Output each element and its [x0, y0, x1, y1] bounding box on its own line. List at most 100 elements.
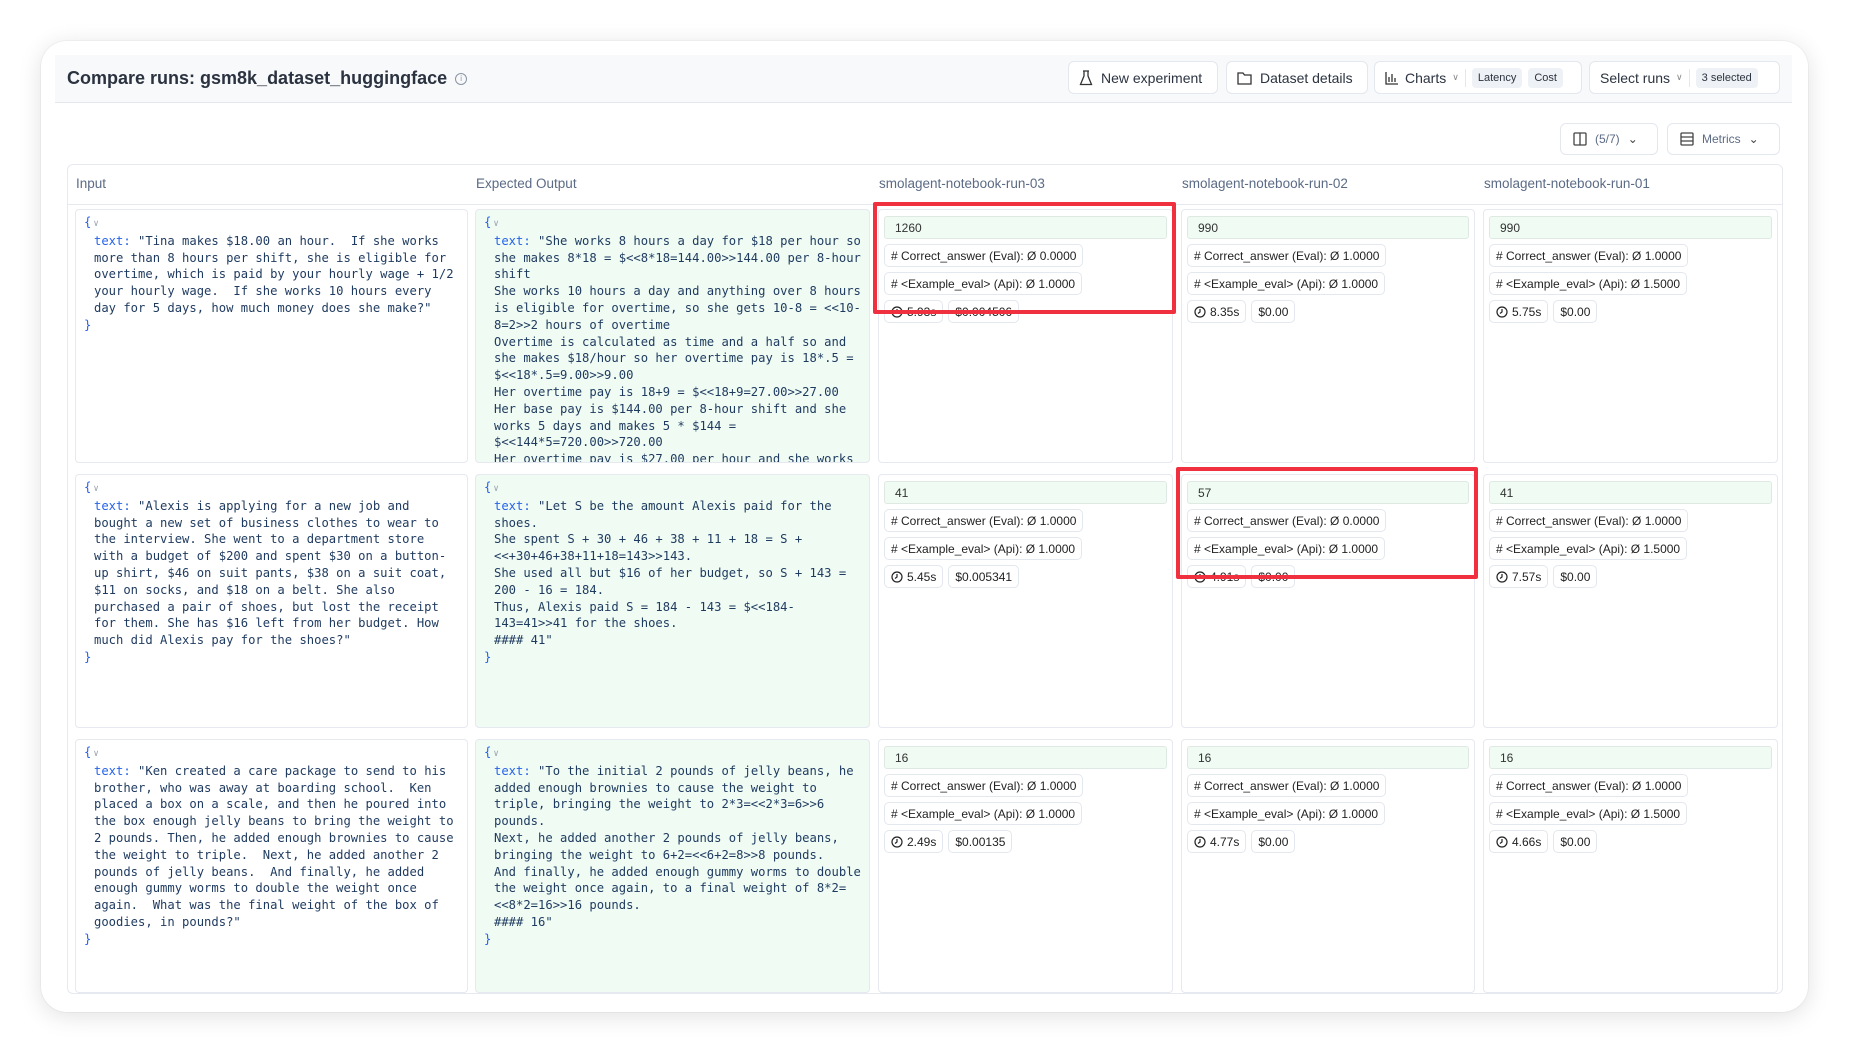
divider	[1688, 68, 1690, 87]
charts-group: Charts ∨ Latency Cost	[1374, 61, 1582, 94]
cost-chip: $0.00	[1553, 830, 1598, 853]
correct-answer-score[interactable]: # Correct_answer (Eval): Ø 0.0000	[884, 244, 1084, 267]
example-eval-score[interactable]: # <Example_eval> (Api): Ø 1.0000	[1187, 802, 1386, 825]
latency-chip: 5.45s	[884, 565, 944, 588]
collapse-chevron-icon[interactable]: ∨	[493, 219, 499, 229]
example-eval-score[interactable]: # <Example_eval> (Api): Ø 1.0000	[884, 802, 1083, 825]
cost-chip: $0.005341	[948, 565, 1020, 588]
run-result-cell: 57 # Correct_answer (Eval): Ø 0.0000 # <…	[1181, 474, 1475, 728]
column-header-run-02: smolagent-notebook-run-02	[1182, 176, 1348, 191]
run-result-cell: 16 # Correct_answer (Eval): Ø 1.0000 # <…	[878, 739, 1173, 993]
correct-answer-score[interactable]: # Correct_answer (Eval): Ø 1.0000	[884, 509, 1084, 532]
run-result-cell: 41 # Correct_answer (Eval): Ø 1.0000 # <…	[878, 474, 1173, 728]
example-eval-score[interactable]: # <Example_eval> (Api): Ø 1.0000	[884, 272, 1083, 295]
json-key: text:	[94, 233, 131, 248]
chevron-down-icon: ∨	[1676, 72, 1683, 82]
run-output: 41	[1489, 481, 1772, 504]
clock-icon	[1194, 305, 1206, 318]
input-text: "Tina makes $18.00 an hour. If she works…	[94, 233, 461, 315]
select-runs-group: Select runs ∨ 3 selected	[1589, 61, 1780, 94]
open-brace: {	[484, 745, 492, 759]
correct-answer-score[interactable]: # Correct_answer (Eval): Ø 1.0000	[1187, 244, 1387, 267]
run-output: 990	[1187, 216, 1469, 239]
latency-chip: 7.57s	[1489, 565, 1549, 588]
metrics-button[interactable]: Metrics ⌄	[1667, 123, 1780, 155]
example-eval-score[interactable]: # <Example_eval> (Api): Ø 1.0000	[1187, 537, 1386, 560]
columns-toggle-button[interactable]: (5/7) ⌄	[1560, 123, 1658, 155]
latency-chip: 5.75s	[1489, 300, 1549, 323]
latency-value: 2.49s	[907, 834, 937, 849]
close-brace: }	[484, 931, 492, 946]
clock-icon	[1496, 305, 1508, 318]
divider	[1464, 68, 1466, 87]
dataset-details-label: Dataset details	[1260, 69, 1353, 86]
cost-chip: $0.00135	[948, 830, 1013, 853]
input-text: "Alexis is applying for a new job and bo…	[94, 498, 454, 648]
run-output: 16	[1489, 746, 1772, 769]
close-brace: }	[84, 931, 92, 946]
cost-chip: $0.00	[1251, 830, 1296, 853]
flask-icon	[1079, 69, 1093, 85]
chevron-down-icon: ⌄	[1627, 132, 1638, 146]
open-brace: {	[484, 215, 492, 229]
folder-icon	[1237, 71, 1252, 85]
correct-answer-score[interactable]: # Correct_answer (Eval): Ø 0.0000	[1187, 509, 1387, 532]
selected-count-badge: 3 selected	[1695, 67, 1758, 88]
expected-output-cell: {∨ text: "To the initial 2 pounds of jel…	[475, 739, 870, 993]
collapse-chevron-icon[interactable]: ∨	[493, 749, 499, 759]
cost-chip: $0.00	[1553, 565, 1598, 588]
clock-icon	[891, 305, 903, 318]
run-result-cell: 1260 # Correct_answer (Eval): Ø 0.0000 #…	[878, 209, 1173, 463]
new-experiment-button[interactable]: New experiment	[1068, 61, 1218, 94]
close-brace: }	[84, 317, 92, 332]
json-key: text:	[94, 763, 131, 778]
header-divider	[68, 204, 1782, 205]
example-eval-score[interactable]: # <Example_eval> (Api): Ø 1.5000	[1489, 802, 1688, 825]
open-brace: {	[484, 480, 492, 494]
column-header-run-01: smolagent-notebook-run-01	[1484, 176, 1650, 191]
bar-chart-icon	[1385, 71, 1398, 85]
latency-toggle[interactable]: Latency	[1471, 67, 1523, 88]
column-header-expected-output: Expected Output	[476, 176, 577, 191]
page-title: Compare runs: gsm8k_dataset_huggingface	[67, 68, 448, 88]
info-icon[interactable]: i	[455, 72, 468, 85]
latency-value: 4.91s	[1210, 569, 1240, 584]
correct-answer-score[interactable]: # Correct_answer (Eval): Ø 1.0000	[1489, 509, 1689, 532]
cost-toggle[interactable]: Cost	[1528, 67, 1563, 88]
columns-icon	[1573, 132, 1587, 146]
run-output: 16	[884, 746, 1167, 769]
example-eval-score[interactable]: # <Example_eval> (Api): Ø 1.5000	[1489, 272, 1688, 295]
collapse-chevron-icon[interactable]: ∨	[493, 484, 499, 494]
dataset-details-button[interactable]: Dataset details	[1226, 61, 1368, 94]
clock-icon	[1496, 570, 1508, 583]
open-brace: {	[84, 745, 92, 759]
correct-answer-score[interactable]: # Correct_answer (Eval): Ø 1.0000	[1187, 774, 1387, 797]
latency-value: 5.75s	[1512, 304, 1542, 319]
example-eval-score[interactable]: # <Example_eval> (Api): Ø 1.5000	[1489, 537, 1688, 560]
new-experiment-label: New experiment	[1101, 69, 1203, 86]
example-eval-score[interactable]: # <Example_eval> (Api): Ø 1.0000	[1187, 272, 1386, 295]
expected-output-cell: {∨ text: "Let S be the amount Alexis pai…	[475, 474, 870, 728]
correct-answer-score[interactable]: # Correct_answer (Eval): Ø 1.0000	[1489, 244, 1689, 267]
example-eval-score[interactable]: # <Example_eval> (Api): Ø 1.0000	[884, 537, 1083, 560]
collapse-chevron-icon[interactable]: ∨	[93, 484, 99, 494]
collapse-chevron-icon[interactable]: ∨	[93, 219, 99, 229]
latency-chip: 5.93s	[884, 300, 944, 323]
json-key: text:	[494, 498, 531, 513]
expected-text: "She works 8 hours a day for $18 per hou…	[494, 233, 861, 463]
latency-value: 5.93s	[907, 304, 937, 319]
latency-chip: 4.66s	[1489, 830, 1549, 853]
input-cell: {∨ text: "Alexis is applying for a new j…	[75, 474, 468, 728]
clock-icon	[1194, 570, 1206, 583]
input-cell: {∨ text: "Tina makes $18.00 an hour. If …	[75, 209, 468, 463]
clock-icon	[891, 835, 903, 848]
collapse-chevron-icon[interactable]: ∨	[93, 749, 99, 759]
charts-dropdown[interactable]: Charts	[1405, 69, 1447, 86]
latency-value: 4.77s	[1210, 834, 1240, 849]
correct-answer-score[interactable]: # Correct_answer (Eval): Ø 1.0000	[1489, 774, 1689, 797]
page-header: Compare runs: gsm8k_dataset_huggingface …	[55, 55, 1792, 103]
expected-output-cell: {∨ text: "She works 8 hours a day for $1…	[475, 209, 870, 463]
correct-answer-score[interactable]: # Correct_answer (Eval): Ø 1.0000	[884, 774, 1084, 797]
select-runs-dropdown[interactable]: Select runs	[1600, 69, 1671, 86]
cost-chip: $0.00	[1251, 300, 1296, 323]
